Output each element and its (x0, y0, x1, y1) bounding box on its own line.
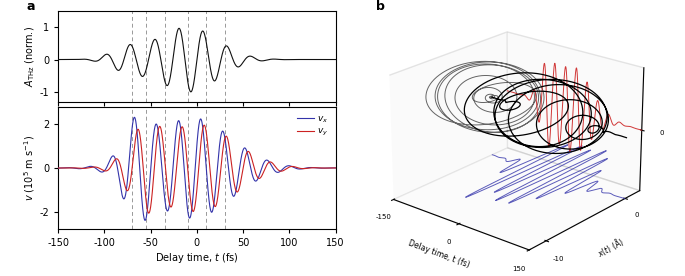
$v_y$ (102, 169, 110, 172)
Text: b: b (376, 0, 384, 13)
$v_y$ (200, 124, 208, 127)
$v_x$ (86, 165, 94, 168)
$v_x$ (161, 197, 169, 201)
$v_x$ (326, 166, 334, 169)
$v_x$ (297, 167, 305, 171)
$v_y$ (326, 166, 334, 170)
$v_y$ (332, 166, 340, 169)
$v_y$ (297, 167, 305, 170)
$v_y$ (145, 211, 153, 215)
$v_x$ (102, 166, 110, 170)
$v_x$ (54, 166, 62, 170)
$v_x$ (173, 125, 181, 128)
$v_x$ (141, 219, 149, 222)
Text: a: a (26, 0, 35, 13)
$v_y$ (86, 166, 94, 169)
Y-axis label: $A_\mathrm{THz}$ (norm.): $A_\mathrm{THz}$ (norm.) (23, 26, 37, 87)
$v_y$ (54, 166, 62, 170)
$v_x$ (332, 166, 340, 169)
X-axis label: Delay time, t (fs): Delay time, t (fs) (407, 239, 471, 270)
$v_y$ (160, 158, 169, 162)
X-axis label: Delay time, $t$ (fs): Delay time, $t$ (fs) (155, 251, 238, 265)
Line: $v_x$: $v_x$ (58, 117, 336, 220)
Legend: $v_x$, $v_y$: $v_x$, $v_y$ (295, 112, 331, 141)
Y-axis label: $v$ (10$^5$ m s$^{-1}$): $v$ (10$^5$ m s$^{-1}$) (22, 135, 37, 201)
$v_y$ (173, 164, 181, 167)
Y-axis label: $x(t)$ (Å): $x(t)$ (Å) (595, 235, 626, 261)
Line: $v_y$: $v_y$ (58, 125, 336, 213)
$v_x$ (130, 116, 138, 119)
